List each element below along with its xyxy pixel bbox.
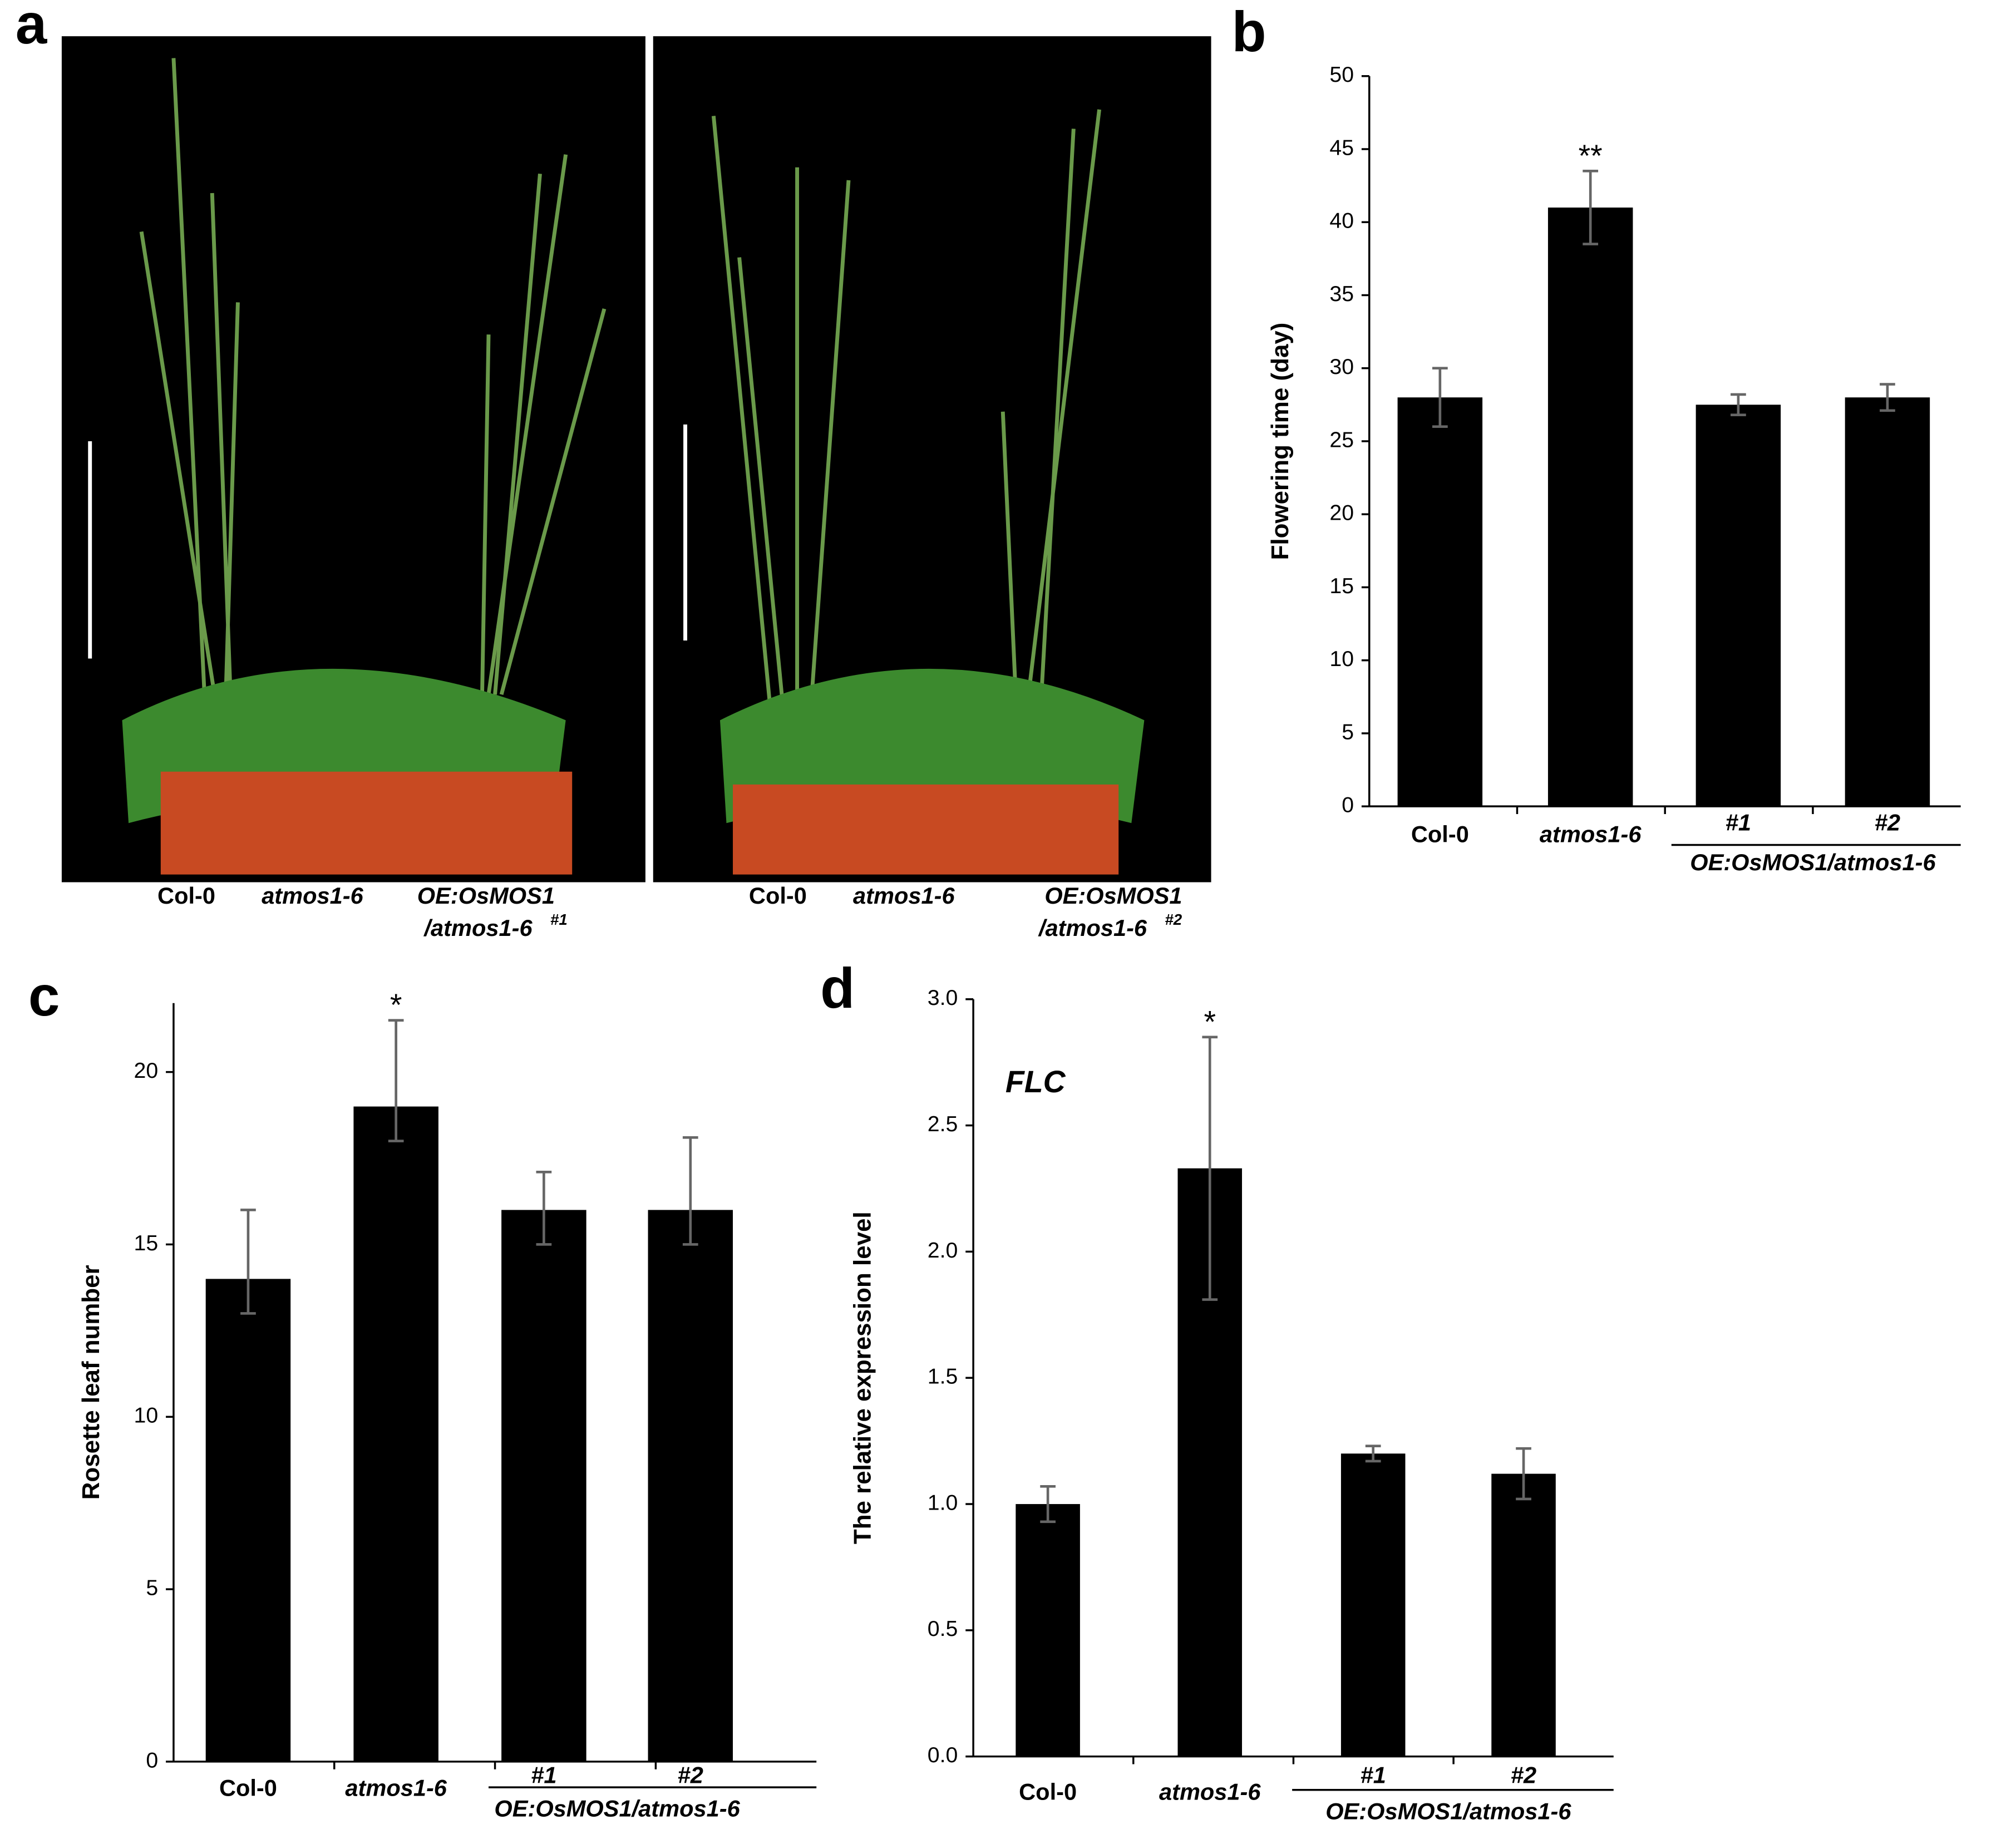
y-tick-label: 0 [146, 1748, 158, 1772]
annotation: * [1204, 1004, 1216, 1039]
error-bar [240, 1209, 256, 1315]
y-axis-label: Flowering time (day) [1266, 323, 1294, 560]
y-tick-label: 2.5 [928, 1112, 958, 1136]
y-tick-label: 35 [1329, 282, 1354, 306]
y-tick-label: 10 [1329, 647, 1354, 671]
y-tick-label: 45 [1329, 135, 1354, 160]
bar [1491, 1473, 1556, 1757]
error-bar [1040, 1485, 1056, 1524]
x-tick-label: Col-0 [219, 1775, 277, 1801]
y-tick-label: 20 [134, 1058, 159, 1083]
error-bar [1516, 1447, 1531, 1501]
panel-label: c [28, 964, 60, 1028]
panel-label: d [820, 957, 855, 1020]
y-tick-label: 0.5 [928, 1616, 958, 1641]
error-bar [1583, 170, 1599, 245]
x-tick-label: #1 [1361, 1762, 1386, 1788]
chart-title: FLC [1005, 1064, 1066, 1099]
photo-label: atmos1-6 [262, 882, 363, 909]
x-tick-label: #1 [531, 1762, 556, 1788]
y-tick-label: 50 [1329, 62, 1354, 87]
error-bar [1432, 367, 1448, 428]
x-tick-label: Col-0 [1019, 1779, 1077, 1805]
photo-label-superscript: #1 [550, 911, 568, 928]
y-tick-label: 0 [1342, 793, 1354, 817]
y-tick-label: 30 [1329, 354, 1354, 379]
photo-label: /atmos1-6 [1038, 915, 1147, 941]
photo-label: OE:OsMOS1 [417, 882, 555, 909]
x-tick-label: #1 [1726, 810, 1751, 836]
bar [501, 1210, 586, 1762]
x-tick-label: #2 [1875, 810, 1900, 836]
x-tick-label: atmos1-6 [345, 1775, 447, 1801]
group-label: OE:OsMOS1/atmos1-6 [494, 1796, 740, 1822]
error-bar [682, 1136, 698, 1246]
y-tick-label: 10 [134, 1403, 159, 1428]
y-tick-label: 5 [146, 1575, 158, 1600]
bar [205, 1279, 291, 1762]
error-bar [1731, 393, 1746, 417]
x-tick-label: #2 [678, 1762, 703, 1788]
y-axis-label: The relative expression level [849, 1211, 876, 1544]
bar [353, 1106, 438, 1762]
bar [1397, 397, 1483, 807]
panel-label: a [16, 0, 48, 56]
annotation: * [390, 988, 402, 1022]
photo-label: OE:OsMOS1 [1044, 882, 1182, 909]
group-label: OE:OsMOS1/atmos1-6 [1325, 1798, 1571, 1824]
bar [1340, 1453, 1406, 1757]
error-bar [1365, 1444, 1381, 1463]
error-bar [388, 1019, 404, 1142]
y-tick-label: 2.0 [928, 1238, 958, 1263]
y-tick-label: 0.0 [928, 1743, 958, 1767]
group-label: OE:OsMOS1/atmos1-6 [1690, 849, 1936, 875]
photo-label: /atmos1-6 [423, 915, 533, 941]
photo [653, 36, 1211, 882]
bar [1016, 1504, 1080, 1757]
y-tick-label: 3.0 [928, 985, 958, 1010]
y-tick-label: 1.5 [928, 1364, 958, 1389]
x-tick-label: atmos1-6 [1159, 1779, 1261, 1805]
bar [1547, 207, 1633, 807]
photo-label-superscript: #2 [1165, 911, 1182, 928]
error-bar [1202, 1036, 1218, 1301]
panel-label: b [1232, 0, 1266, 63]
y-tick-label: 1.0 [928, 1490, 958, 1515]
error-bar [536, 1171, 552, 1246]
photo [61, 36, 645, 882]
y-tick-label: 40 [1329, 209, 1354, 233]
photo-labels: Col-0 atmos1-6 OE:OsMOS1 /atmos1-6 #1 Co… [157, 882, 1182, 941]
photo-label: Col-0 [749, 882, 807, 909]
y-tick-label: 25 [1329, 427, 1354, 452]
y-tick-label: 15 [1329, 574, 1354, 598]
error-bar [1880, 383, 1895, 412]
photo-label: atmos1-6 [853, 882, 955, 909]
y-tick-label: 5 [1342, 719, 1354, 744]
annotation: ** [1579, 139, 1603, 173]
photo-label: Col-0 [157, 882, 215, 909]
x-tick-label: #2 [1511, 1762, 1536, 1788]
y-tick-label: 15 [134, 1231, 159, 1255]
bar [648, 1210, 733, 1762]
y-axis-label: Rosette leaf number [77, 1265, 105, 1500]
bar [1695, 405, 1781, 807]
bar [1845, 397, 1930, 807]
x-tick-label: atmos1-6 [1540, 821, 1642, 847]
y-tick-label: 20 [1329, 501, 1354, 525]
x-tick-label: Col-0 [1411, 821, 1469, 847]
